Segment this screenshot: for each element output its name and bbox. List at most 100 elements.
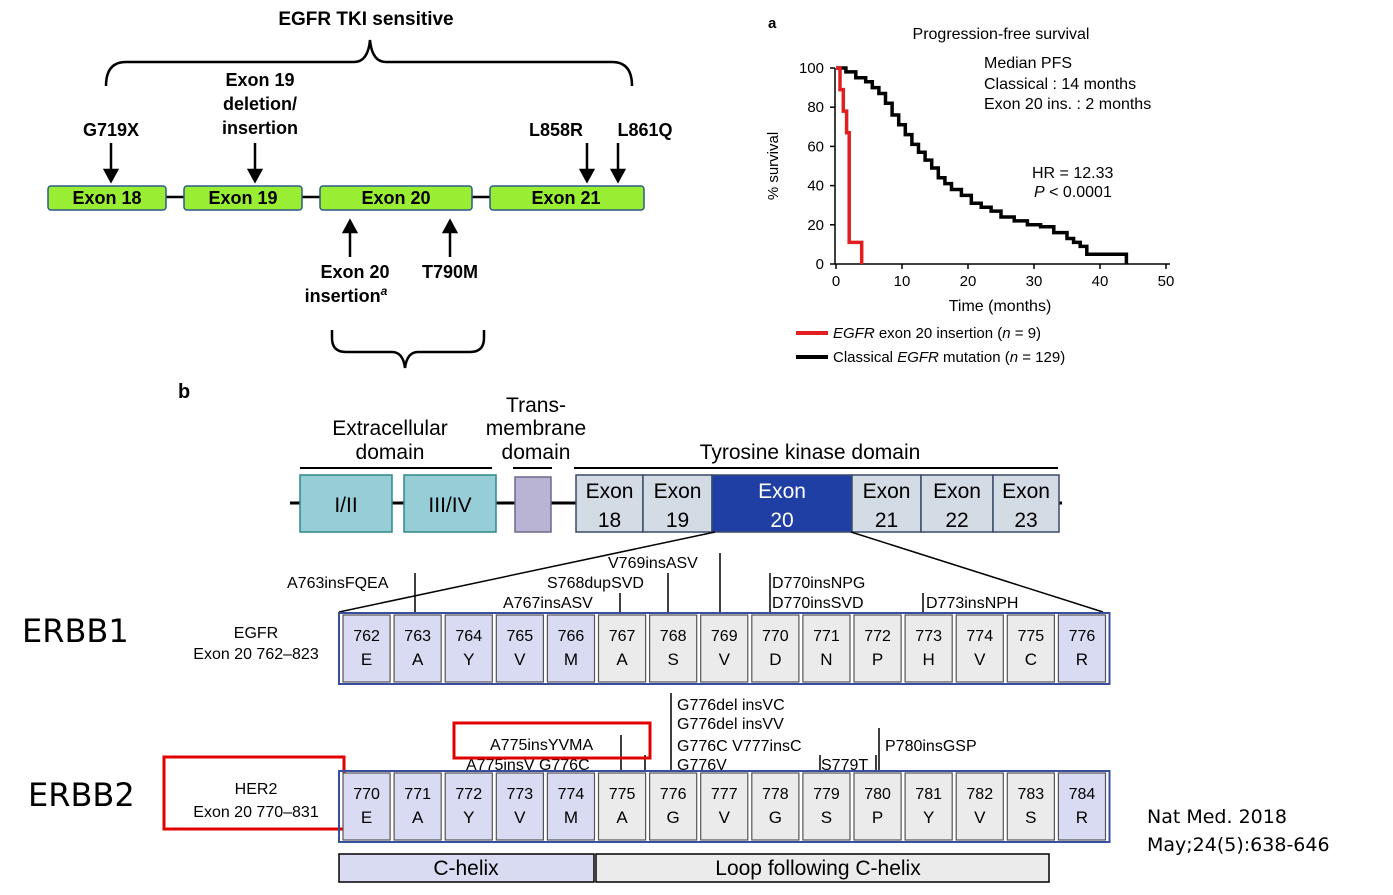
residue-box: [393, 614, 442, 683]
residue-number: 770: [353, 786, 380, 803]
domain-iii-iv-label: III/IV: [428, 494, 471, 517]
residue-number: 777: [711, 786, 738, 803]
residue-letter: V: [974, 650, 986, 669]
residue-letter: A: [412, 650, 424, 669]
residue-box: [1006, 772, 1055, 841]
residue-box: [853, 614, 902, 683]
residue-number: 767: [609, 628, 636, 645]
residue-number: 762: [353, 628, 380, 645]
residue-box: [393, 772, 442, 841]
x-tick-label: 10: [894, 273, 911, 290]
y-tick-label: 0: [816, 256, 824, 273]
legend-classical: Classical EGFR mutation (n = 129): [833, 349, 1065, 366]
residue-box: [546, 614, 596, 683]
egfr-exon-schematic: EGFR TKI sensitive G719X Exon 19 deletio…: [47, 9, 673, 369]
tk-domain-label: Tyrosine kinase domain: [700, 441, 921, 464]
residue-box: [597, 614, 647, 683]
egfr-mut-v769: V769insASV: [608, 555, 698, 572]
y-tick-label: 20: [807, 217, 824, 234]
residue-letter: V: [719, 650, 731, 669]
residue-letter: R: [1076, 650, 1088, 669]
residue-box: [342, 772, 391, 841]
residue-box: [495, 772, 544, 841]
median-title: Median PFS: [984, 55, 1072, 72]
residue-letter: H: [923, 650, 935, 669]
residue-letter: M: [564, 808, 578, 827]
residue-number: 772: [455, 786, 482, 803]
egfr-residue-row: 762 E 763 A 764 Y 765 V 766 M 767 A 768 S 769 V 770 D 771 N…: [338, 612, 1111, 685]
x-tick-label: 40: [1092, 273, 1109, 290]
residue-box: [648, 614, 698, 683]
tk-exon-num-23: 23: [1014, 509, 1037, 532]
residue-box: [495, 614, 544, 683]
residue-box: [444, 614, 493, 683]
her2-mut-a775-v: A775insV G776C: [466, 757, 590, 774]
residue-box: [853, 772, 902, 841]
residue-box: [955, 614, 1004, 683]
residue-letter: V: [514, 650, 526, 669]
tk-exon-box-21: [851, 474, 922, 533]
her2-mut-a775-yvma: A775insYVMA: [490, 737, 593, 754]
residue-box: [546, 772, 596, 841]
y-tick-label: 40: [807, 178, 824, 195]
residue-number: 784: [1069, 786, 1096, 803]
trans-line2: membrane: [486, 417, 586, 440]
her2-mut-g776del-vv: G776del insVV: [677, 716, 784, 733]
residue-box: [1057, 614, 1107, 683]
highlight-a775insyvma: [452, 721, 652, 760]
x-tick-label: 50: [1158, 273, 1175, 290]
egfr-mut-d770-npg: D770insNPG: [772, 575, 865, 592]
y-tick-label: 60: [807, 138, 824, 155]
tk-exon-num-18: 18: [598, 509, 621, 532]
y-tick-label: 100: [799, 60, 824, 77]
residue-number: 763: [404, 628, 431, 645]
residue-number: 775: [609, 786, 636, 803]
residue-number: 772: [864, 628, 891, 645]
residue-letter: S: [821, 808, 832, 827]
l861q-label: L861Q: [617, 120, 672, 140]
residue-letter: G: [769, 808, 782, 827]
exon19-mut-line2: deletion/: [223, 94, 297, 114]
y-axis-label: % survival: [765, 132, 782, 200]
exon19-box: [183, 185, 303, 211]
her2-row-label-line1: HER2: [235, 781, 278, 798]
egfr-mut-d773: D773insNPH: [926, 595, 1018, 612]
tk-exon-num-21: 21: [875, 509, 898, 532]
erbb2-label: ERBB2: [28, 776, 135, 814]
residue-box: [904, 614, 953, 683]
residue-letter: V: [719, 808, 731, 827]
top-brace: [104, 39, 634, 87]
residue-box: [648, 772, 698, 841]
residue-row-frame: [338, 612, 1111, 685]
residue-box: [802, 614, 851, 683]
exon20-label: Exon 20: [361, 188, 430, 208]
exon21-box: [489, 185, 645, 211]
residue-letter: A: [616, 650, 628, 669]
median-exon20: Exon 20 ins. : 2 months: [984, 96, 1151, 113]
x-tick-label: 20: [960, 273, 977, 290]
km-lines: [836, 66, 1129, 264]
her2-mut-g776del-vc: G776del insVC: [677, 697, 785, 714]
citation-line2: May;24(5):638-646: [1147, 834, 1330, 856]
x-axis-label: Time (months): [949, 298, 1052, 315]
tki-sensitive-title: EGFR TKI sensitive: [278, 9, 453, 30]
egfr-mutation-labels: A763insFQEA V769insASV S768dupSVD A767in…: [287, 553, 1018, 612]
exon19-mut-line3: insertion: [222, 118, 298, 138]
residue-number: 770: [762, 628, 789, 645]
residue-number: 768: [660, 628, 687, 645]
panel-b-label: b: [178, 381, 190, 403]
tk-exon-top-22: Exon: [933, 480, 981, 503]
residue-box: [700, 772, 749, 841]
tk-exon-num-20: 20: [770, 509, 793, 532]
her2-mut-g776v: G776V: [677, 757, 727, 774]
trans-line3: domain: [502, 441, 571, 464]
residue-number: 773: [506, 786, 533, 803]
residue-letter: P: [872, 808, 883, 827]
exon19-label: Exon 19: [208, 188, 277, 208]
residue-letter: E: [361, 808, 372, 827]
hr-label: HR = 12.33: [1032, 165, 1113, 182]
extracellular-line2: domain: [356, 441, 425, 464]
tk-exon-box-20: [711, 474, 853, 533]
down-arrows: [102, 143, 627, 184]
exon20-box: [319, 185, 473, 211]
